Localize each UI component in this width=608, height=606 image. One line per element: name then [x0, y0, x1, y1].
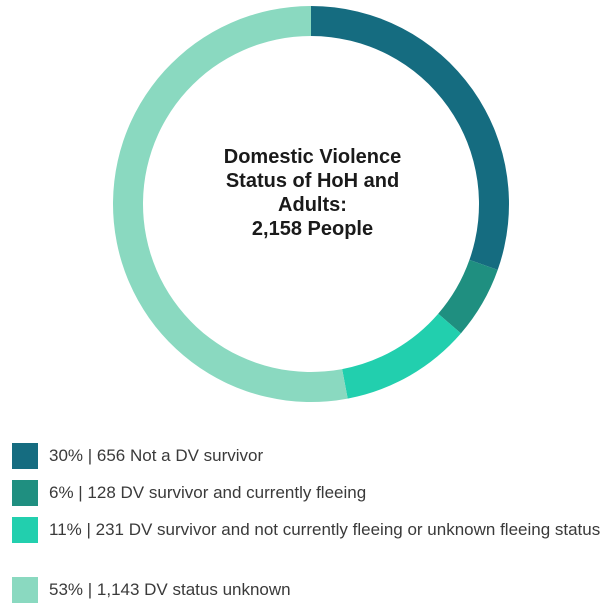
- donut-segment-dv-currently-fleeing: [438, 259, 498, 334]
- chart-total-people: 2,158 People: [251, 218, 374, 240]
- chart-title-line-2: Status of HoH and: [225, 170, 400, 192]
- legend-label-not-dv-survivor: 30% | 656 Not a DV survivor: [49, 446, 264, 465]
- legend-item-dv-not-fleeing: 11% | 231 DV survivor and not currently …: [12, 517, 604, 543]
- donut-segment-dv-not-fleeing: [342, 313, 461, 399]
- legend-item-dv-status-unknown: 53% | 1,143 DV status unknown: [12, 577, 604, 603]
- legend-swatch-dv-status-unknown: [12, 577, 38, 603]
- legend-label-dv-status-unknown: 53% | 1,143 DV status unknown: [49, 580, 291, 599]
- chart-center-label: Domestic Violence Status of HoH and Adul…: [170, 145, 455, 241]
- chart-title-line-3: Adults:: [278, 194, 347, 216]
- chart-title-line-1: Domestic Violence: [223, 146, 402, 168]
- donut-segment-dv-status-unknown: [112, 6, 348, 402]
- legend-item-not-dv-survivor: 30% | 656 Not a DV survivor: [12, 443, 604, 469]
- legend-item-dv-currently-fleeing: 6% | 128 DV survivor and currently fleei…: [12, 480, 604, 506]
- donut-chart: [112, 6, 509, 402]
- legend-swatch-dv-currently-fleeing: [12, 480, 38, 506]
- legend-swatch-dv-not-fleeing: [12, 517, 38, 543]
- legend-label-dv-not-fleeing: 11% | 231 DV survivor and not currently …: [49, 520, 601, 539]
- legend-label-dv-currently-fleeing: 6% | 128 DV survivor and currently fleei…: [49, 483, 367, 502]
- donut-segment-not-dv-survivor: [311, 6, 509, 270]
- legend-swatch-not-dv-survivor: [12, 443, 38, 469]
